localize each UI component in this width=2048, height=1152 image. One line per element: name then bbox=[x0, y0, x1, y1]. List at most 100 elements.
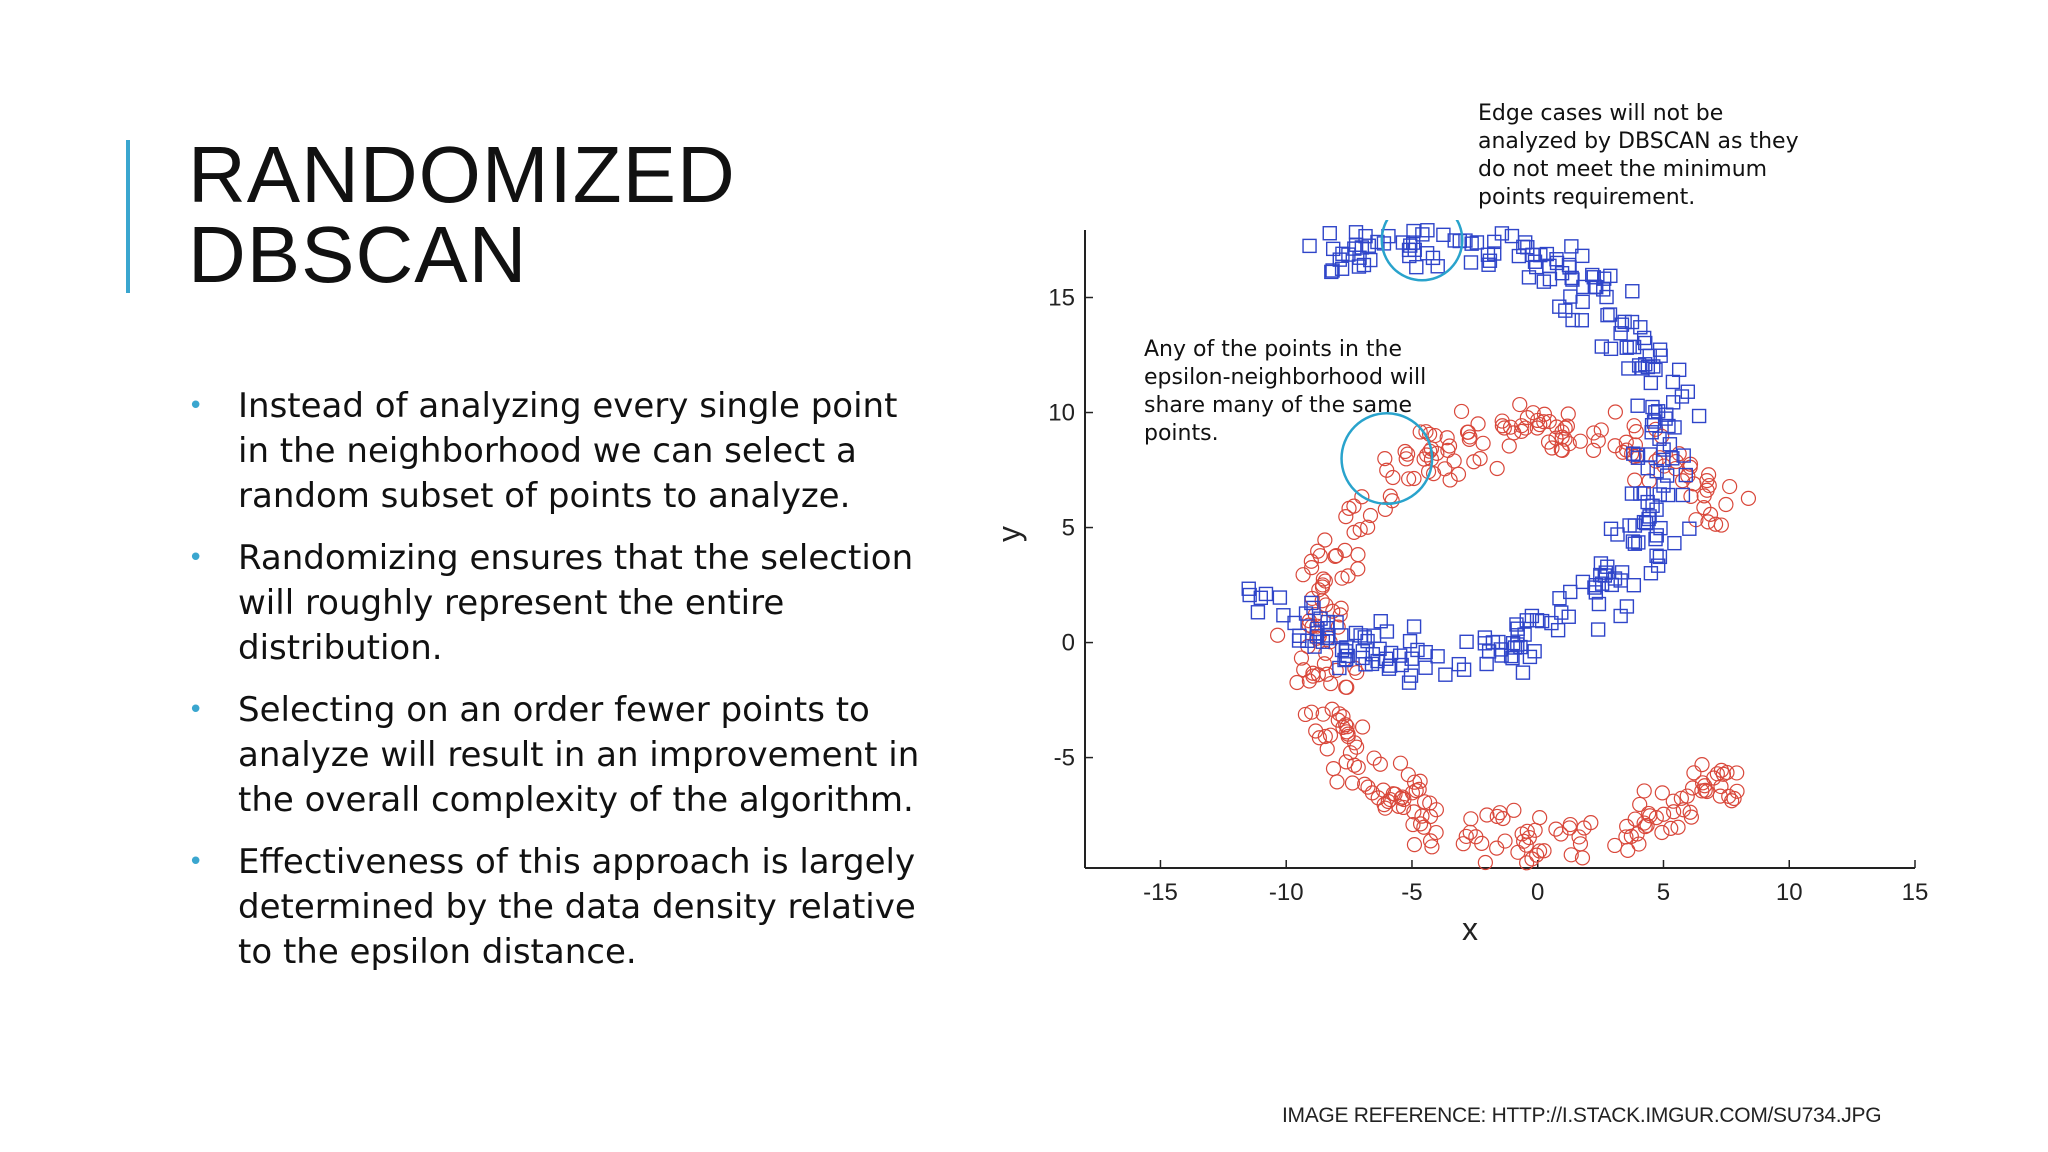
blue-square-point bbox=[1613, 608, 1628, 624]
blue-square-point bbox=[1627, 536, 1643, 551]
image-reference: IMAGE REFERENCE: HTTP://I.STACK.IMGUR.CO… bbox=[1282, 1104, 1882, 1127]
red-circle-point bbox=[1337, 542, 1353, 558]
blue-square-point bbox=[1509, 617, 1524, 632]
blue-square-point bbox=[1590, 622, 1606, 637]
red-circle-point bbox=[1377, 451, 1393, 467]
red-circle-point bbox=[1494, 418, 1510, 434]
red-circle-point bbox=[1308, 723, 1324, 739]
red-circle-point bbox=[1536, 414, 1552, 430]
blue-square-point bbox=[1622, 339, 1637, 355]
blue-square-point bbox=[1519, 613, 1534, 628]
blue-square-point bbox=[1549, 255, 1565, 271]
red-circle-point bbox=[1560, 406, 1576, 422]
blue-square-point bbox=[1597, 271, 1612, 286]
y-tick-label: -5 bbox=[1054, 745, 1075, 772]
red-circle-point bbox=[1696, 500, 1712, 516]
red-circle-point bbox=[1303, 704, 1320, 720]
blue-square-point bbox=[1594, 339, 1610, 354]
blue-square-point bbox=[1563, 289, 1578, 304]
red-circle-point bbox=[1406, 837, 1423, 853]
blue-square-point bbox=[1633, 320, 1648, 335]
blue-square-point bbox=[1596, 282, 1611, 297]
blue-square-point bbox=[1438, 667, 1453, 682]
red-circle-point bbox=[1379, 462, 1395, 478]
blue-square-point bbox=[1640, 460, 1655, 476]
red-circle-point bbox=[1699, 482, 1715, 498]
blue-square-point bbox=[1242, 587, 1257, 603]
red-circle-point bbox=[1319, 741, 1335, 757]
blue-square-point bbox=[1477, 630, 1493, 645]
red-circle-point bbox=[1346, 757, 1363, 773]
blue-square-point bbox=[1507, 640, 1523, 655]
red-circle-point bbox=[1562, 816, 1578, 833]
x-tick-label: -5 bbox=[1401, 879, 1422, 906]
blue-square-point bbox=[1678, 467, 1693, 483]
blue-square-point bbox=[1625, 284, 1640, 299]
red-circle-point bbox=[1335, 719, 1351, 736]
red-circle-point bbox=[1699, 783, 1715, 800]
blue-square-point bbox=[1626, 578, 1642, 593]
blue-square-point bbox=[1383, 645, 1399, 661]
red-circle-point bbox=[1554, 424, 1570, 440]
red-circle-point bbox=[1412, 424, 1428, 440]
red-circle-point bbox=[1360, 779, 1376, 795]
red-circle-point bbox=[1654, 824, 1670, 841]
blue-square-point bbox=[1302, 238, 1317, 254]
red-circle-point bbox=[1701, 467, 1717, 483]
blue-square-point bbox=[1338, 644, 1354, 659]
slide-title: RANDOMIZED DBSCAN bbox=[188, 135, 736, 295]
red-circle-point bbox=[1303, 560, 1320, 576]
red-circle-point bbox=[1340, 568, 1356, 584]
red-circle-point bbox=[1315, 571, 1331, 587]
red-circle-point bbox=[1341, 500, 1357, 516]
red-circle-point bbox=[1740, 490, 1757, 506]
x-tick-label: -10 bbox=[1269, 879, 1304, 906]
x-tick-label: 15 bbox=[1902, 879, 1929, 906]
red-circle-point bbox=[1385, 786, 1401, 802]
blue-square-point bbox=[1598, 565, 1613, 580]
red-circle-point bbox=[1412, 773, 1428, 789]
red-circle-point bbox=[1519, 410, 1535, 426]
red-circle-point bbox=[1422, 833, 1439, 849]
blue-square-point bbox=[1253, 590, 1268, 606]
bullet-item: • Effectiveness of this approach is larg… bbox=[188, 840, 923, 975]
blue-square-point bbox=[1597, 568, 1613, 583]
edge-cases-annotation: Edge cases will not be analyzed by DBSCA… bbox=[1478, 101, 1799, 210]
blue-square-point bbox=[1406, 619, 1422, 634]
red-circle-point bbox=[1315, 706, 1331, 722]
blue-square-point bbox=[1617, 314, 1632, 330]
blue-square-point bbox=[1332, 252, 1347, 267]
red-circle-point bbox=[1370, 790, 1386, 806]
blue-square-point bbox=[1587, 279, 1603, 294]
red-circle-point bbox=[1590, 433, 1606, 449]
red-circle-point bbox=[1607, 837, 1623, 854]
red-circle-point bbox=[1531, 843, 1548, 859]
blue-square-point bbox=[1464, 236, 1479, 251]
red-circle-point bbox=[1419, 447, 1435, 463]
blue-square-point bbox=[1667, 535, 1682, 551]
red-circle-point bbox=[1338, 508, 1354, 525]
scatter-plot-svg: -15 -10 -5 0 5 10 15 -5 0 5 10 15 x y bbox=[991, 198, 1929, 947]
red-circle-point bbox=[1574, 850, 1591, 866]
red-circle-point bbox=[1512, 396, 1528, 413]
blue-square-point bbox=[1410, 642, 1425, 658]
red-circle-point bbox=[1541, 413, 1557, 430]
blue-square-point bbox=[1622, 518, 1637, 533]
red-circle-point bbox=[1328, 548, 1344, 564]
blue-square-point bbox=[1614, 565, 1630, 580]
red-circle-point bbox=[1544, 440, 1560, 456]
blue-square-point bbox=[1614, 317, 1630, 332]
x-tick-label: 10 bbox=[1776, 879, 1803, 906]
red-circle-point bbox=[1289, 674, 1305, 691]
red-circle-point bbox=[1325, 603, 1341, 619]
red-circle-point bbox=[1411, 781, 1427, 797]
blue-square-point bbox=[1394, 657, 1409, 673]
red-circle-point bbox=[1422, 808, 1439, 825]
red-circle-point bbox=[1328, 662, 1344, 679]
blue-square-point bbox=[1332, 660, 1347, 676]
blue-square-point bbox=[1631, 535, 1646, 550]
bullet-text: Randomizing ensures that the selection w… bbox=[238, 538, 914, 668]
red-circle-point bbox=[1489, 808, 1505, 825]
blue-square-point bbox=[1630, 450, 1646, 465]
